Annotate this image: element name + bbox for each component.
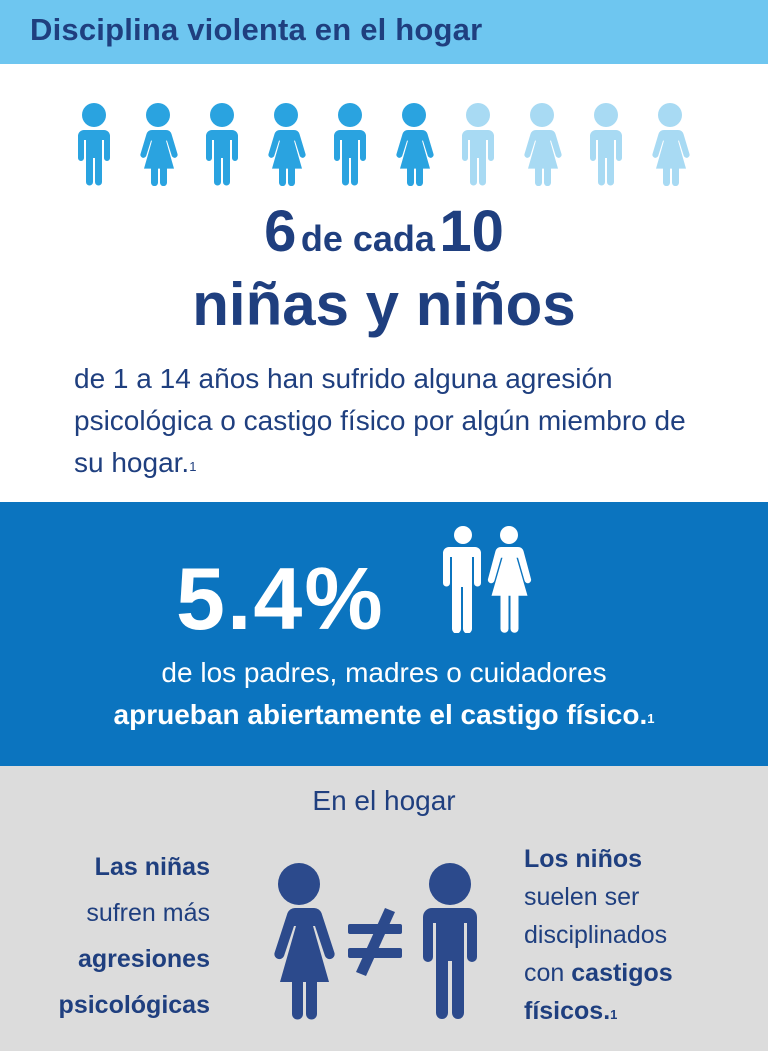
child-figure-highlighted	[78, 103, 110, 186]
stat-description-text: de 1 a 14 años han sufrido alguna agresi…	[74, 363, 686, 478]
girls-line1: Las niñas	[94, 853, 210, 881]
girl-not-equal-boy-icon	[274, 863, 477, 1020]
girls-line4: psicológicas	[58, 991, 210, 1019]
stat-denominator: 10	[439, 199, 504, 264]
boys-text: Los niños suelen ser disciplinados con c…	[524, 840, 754, 1030]
stat-description: de 1 a 14 años han sufrido alguna agresi…	[74, 358, 714, 484]
hogar-section	[0, 766, 768, 1051]
boys-line2: suelen ser	[524, 883, 640, 911]
parents-description-bold: aprueban abiertamente el castigo físico.	[113, 699, 648, 730]
child-figure-faded	[652, 103, 690, 186]
parents-description-line2: aprueban abiertamente el castigo físico.…	[0, 694, 768, 736]
boys-line5: físicos.1	[524, 992, 754, 1030]
child-figure-highlighted	[206, 103, 238, 186]
boys-line4-pre: con	[524, 959, 572, 987]
stat-subject: niñas y niños	[192, 271, 576, 338]
boys-line5-bold: físicos.	[524, 997, 611, 1025]
footnote-marker: 1	[189, 459, 197, 474]
parents-description: de los padres, madres o cuidadores aprue…	[0, 652, 768, 736]
child-figure-faded	[462, 103, 494, 186]
girls-line3: agresiones	[77, 945, 210, 973]
footnote-marker: 1	[610, 1007, 618, 1022]
stat-section-parents	[0, 502, 768, 766]
child-figure-highlighted	[396, 103, 434, 186]
children-figures-row	[78, 103, 690, 186]
stat-percent: 5.4%	[176, 549, 385, 648]
girls-text: Las niñas sufren más agresiones psicológ…	[20, 844, 210, 1028]
child-figure-highlighted	[140, 103, 178, 186]
boys-line1: Los niños	[524, 845, 643, 873]
child-figure-highlighted	[334, 103, 366, 186]
header-banner: Disciplina violenta en el hogar	[0, 0, 768, 64]
child-figure-faded	[590, 103, 622, 186]
boys-line4: con castigos	[524, 954, 754, 992]
footnote-marker: 1	[647, 711, 655, 726]
boys-line3: disciplinados	[524, 921, 668, 949]
girls-line2: sufren más	[86, 899, 210, 927]
hogar-title: En el hogar	[312, 785, 456, 816]
boys-line4-bold: castigos	[571, 959, 673, 987]
stat-ratio: 6 de cada 10	[0, 198, 768, 265]
stat-numerator: 6	[264, 199, 297, 264]
parents-description-line1: de los padres, madres o cuidadores	[161, 657, 607, 688]
page-title: Disciplina violenta en el hogar	[30, 12, 483, 47]
child-figure-highlighted	[268, 103, 306, 186]
stat-ratio-text: de cada	[300, 218, 435, 259]
parents-icon	[443, 526, 532, 633]
stat-section-children	[0, 64, 768, 502]
child-figure-faded	[524, 103, 562, 186]
